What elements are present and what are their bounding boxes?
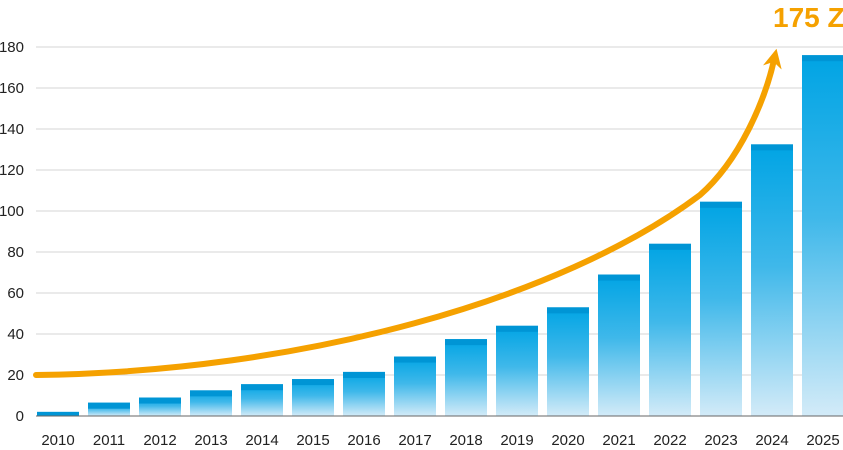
bar-2018: [445, 339, 487, 416]
bar-2017: [394, 356, 436, 416]
x-tick-label: 2018: [449, 432, 482, 449]
x-tick-label: 2022: [653, 432, 686, 449]
bar-2019: [496, 325, 538, 416]
bar-2013: [190, 390, 232, 416]
growth-arrow-curve: [33, 48, 782, 378]
bar-cap: [496, 325, 538, 332]
bar-cap: [343, 371, 385, 378]
bar-2024: [751, 144, 793, 416]
bar-2011: [88, 402, 130, 416]
bar-2023: [700, 201, 742, 416]
bar: [445, 339, 487, 416]
y-tick-label: 0: [16, 408, 24, 425]
gridlines: [36, 46, 843, 376]
bar-cap: [598, 274, 640, 281]
axes: 0 20 40 60 80 100 120 140 160 180 2010 2011 2012 2013…: [0, 39, 843, 449]
bar-cap: [802, 55, 843, 62]
bar: [598, 274, 640, 416]
bar-2022: [649, 243, 691, 416]
bar-2016: [343, 371, 385, 416]
growth-arrow: [33, 48, 782, 378]
y-tick-label: 140: [0, 121, 24, 138]
bar: [700, 201, 742, 416]
bar-cap: [547, 307, 589, 314]
bar-2015: [292, 379, 334, 416]
bar: [751, 144, 793, 416]
x-tick-label: 2017: [398, 432, 431, 449]
x-tick-label: 2025: [806, 432, 839, 449]
y-tick-label: 80: [7, 244, 24, 261]
x-tick-label: 2012: [143, 432, 176, 449]
bars: [37, 55, 843, 416]
bar-cap: [139, 397, 181, 404]
bar-cap: [700, 201, 742, 208]
bar: [547, 307, 589, 416]
bar: [496, 325, 538, 416]
bar-cap: [37, 411, 79, 416]
x-tick-label: 2013: [194, 432, 227, 449]
x-tick-label: 2024: [755, 432, 788, 449]
x-tick-label: 2011: [93, 432, 125, 449]
bar-cap: [88, 402, 130, 409]
y-tick-label: 60: [7, 285, 24, 302]
bar: [802, 55, 843, 416]
x-tick-label: 2010: [41, 432, 74, 449]
y-tick-label: 120: [0, 162, 24, 179]
bar-cap: [190, 390, 232, 397]
y-tick-label: 20: [7, 367, 24, 384]
x-tick-label: 2014: [245, 432, 278, 449]
bar-2012: [139, 397, 181, 416]
y-tick-label: 160: [0, 80, 24, 97]
y-tick-label: 180: [0, 39, 24, 56]
bar: [394, 356, 436, 416]
bar-2021: [598, 274, 640, 416]
bar-2014: [241, 384, 283, 416]
bar-cap: [241, 384, 283, 391]
bar: [649, 243, 691, 416]
bar-cap: [445, 339, 487, 346]
x-tick-label: 2021: [602, 432, 635, 449]
y-tick-label: 100: [0, 203, 24, 220]
y-tick-label: 40: [7, 326, 24, 343]
bar: [343, 371, 385, 416]
x-tick-label: 2020: [551, 432, 584, 449]
bar-cap: [751, 144, 793, 151]
bar-2020: [547, 307, 589, 416]
x-tick-label: 2016: [347, 432, 380, 449]
bar-cap: [394, 356, 436, 363]
bar: [292, 379, 334, 416]
bar-2010: [37, 411, 79, 416]
bar-cap: [649, 243, 691, 250]
x-tick-label: 2023: [704, 432, 737, 449]
bar-cap: [292, 379, 334, 386]
bar-2025: [802, 55, 843, 416]
annotation-label: 175 ZB: [773, 2, 843, 33]
x-tick-label: 2015: [296, 432, 329, 449]
x-tick-label: 2019: [500, 432, 533, 449]
